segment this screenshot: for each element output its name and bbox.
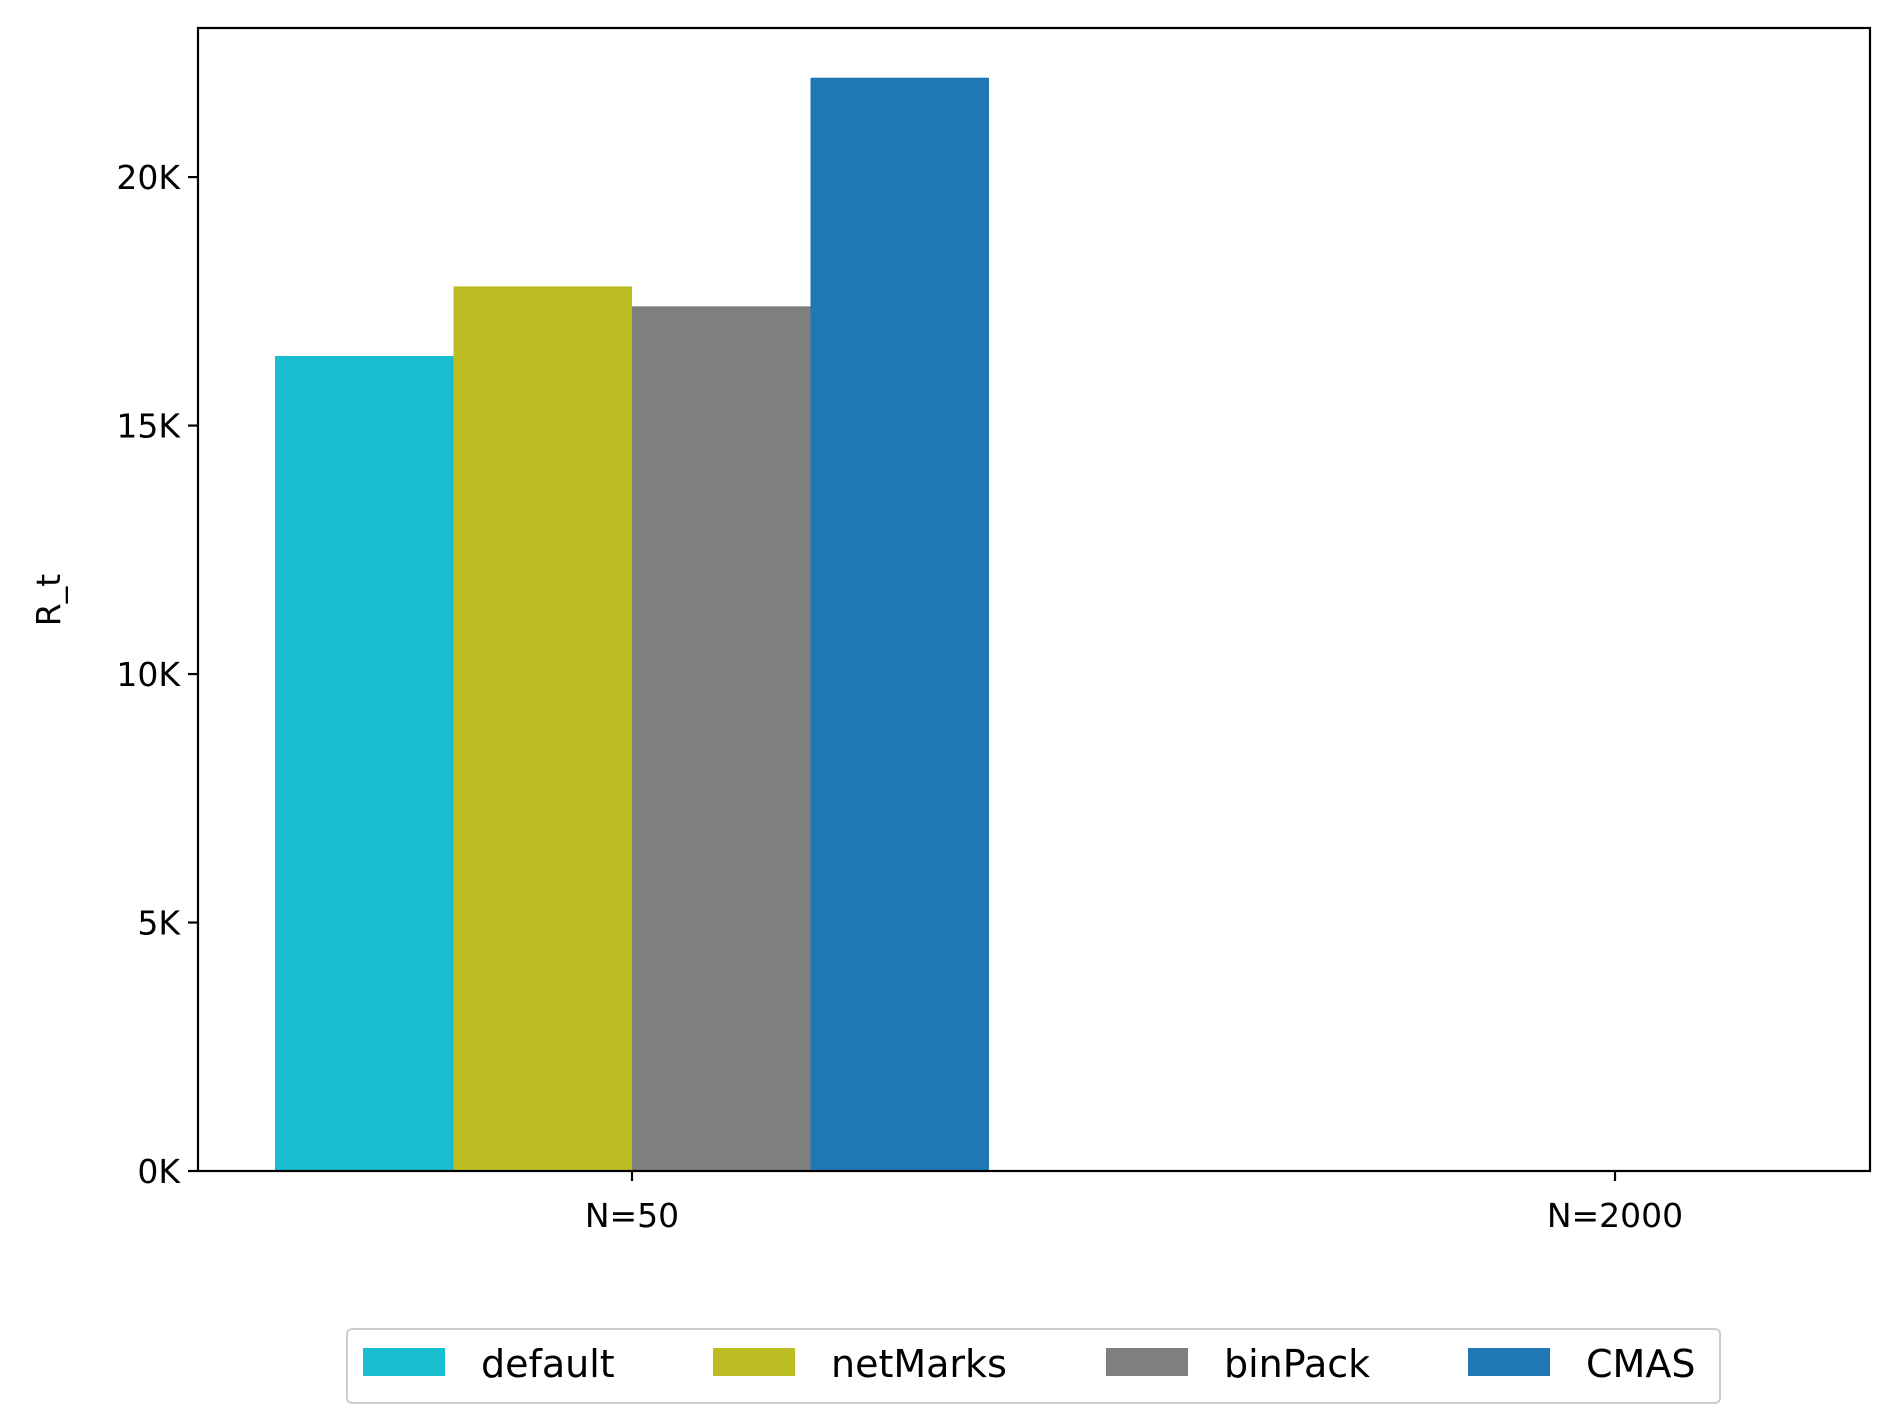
bar-netMarks-N=50 xyxy=(453,286,632,1171)
bar-binPack-N=50 xyxy=(632,306,811,1171)
x-tick-label: N=50 xyxy=(585,1196,679,1235)
legend-label-netMarks: netMarks xyxy=(831,1342,1007,1386)
x-axis: N=50 N=2000 xyxy=(585,1171,1683,1235)
legend-swatch-binPack xyxy=(1106,1348,1188,1376)
legend-label-CMAS: CMAS xyxy=(1586,1342,1695,1386)
y-axis: 0K 5K 10K 15K 20K xyxy=(116,158,198,1191)
legend-label-default: default xyxy=(481,1342,615,1386)
y-axis-label: R_t xyxy=(29,574,68,626)
y-tick-label: 0K xyxy=(137,1152,181,1191)
legend: default netMarks binPack CMAS xyxy=(346,1328,1721,1404)
bar-CMAS-N=50 xyxy=(810,77,989,1172)
y-tick-label: 5K xyxy=(137,904,181,943)
y-tick-label: 10K xyxy=(116,655,181,694)
legend-swatch-default xyxy=(363,1348,445,1376)
legend-swatch-netMarks xyxy=(713,1348,795,1376)
y-tick-label: 20K xyxy=(116,158,181,197)
legend-box xyxy=(346,1328,1721,1404)
legend-swatch-CMAS xyxy=(1468,1348,1550,1376)
x-tick-label: N=2000 xyxy=(1547,1196,1683,1235)
legend-label-binPack: binPack xyxy=(1224,1342,1370,1386)
y-tick-label: 15K xyxy=(116,407,181,446)
bars-group xyxy=(275,77,989,1172)
bar-default-N=50 xyxy=(275,355,454,1171)
plot-frame xyxy=(196,26,1872,1173)
